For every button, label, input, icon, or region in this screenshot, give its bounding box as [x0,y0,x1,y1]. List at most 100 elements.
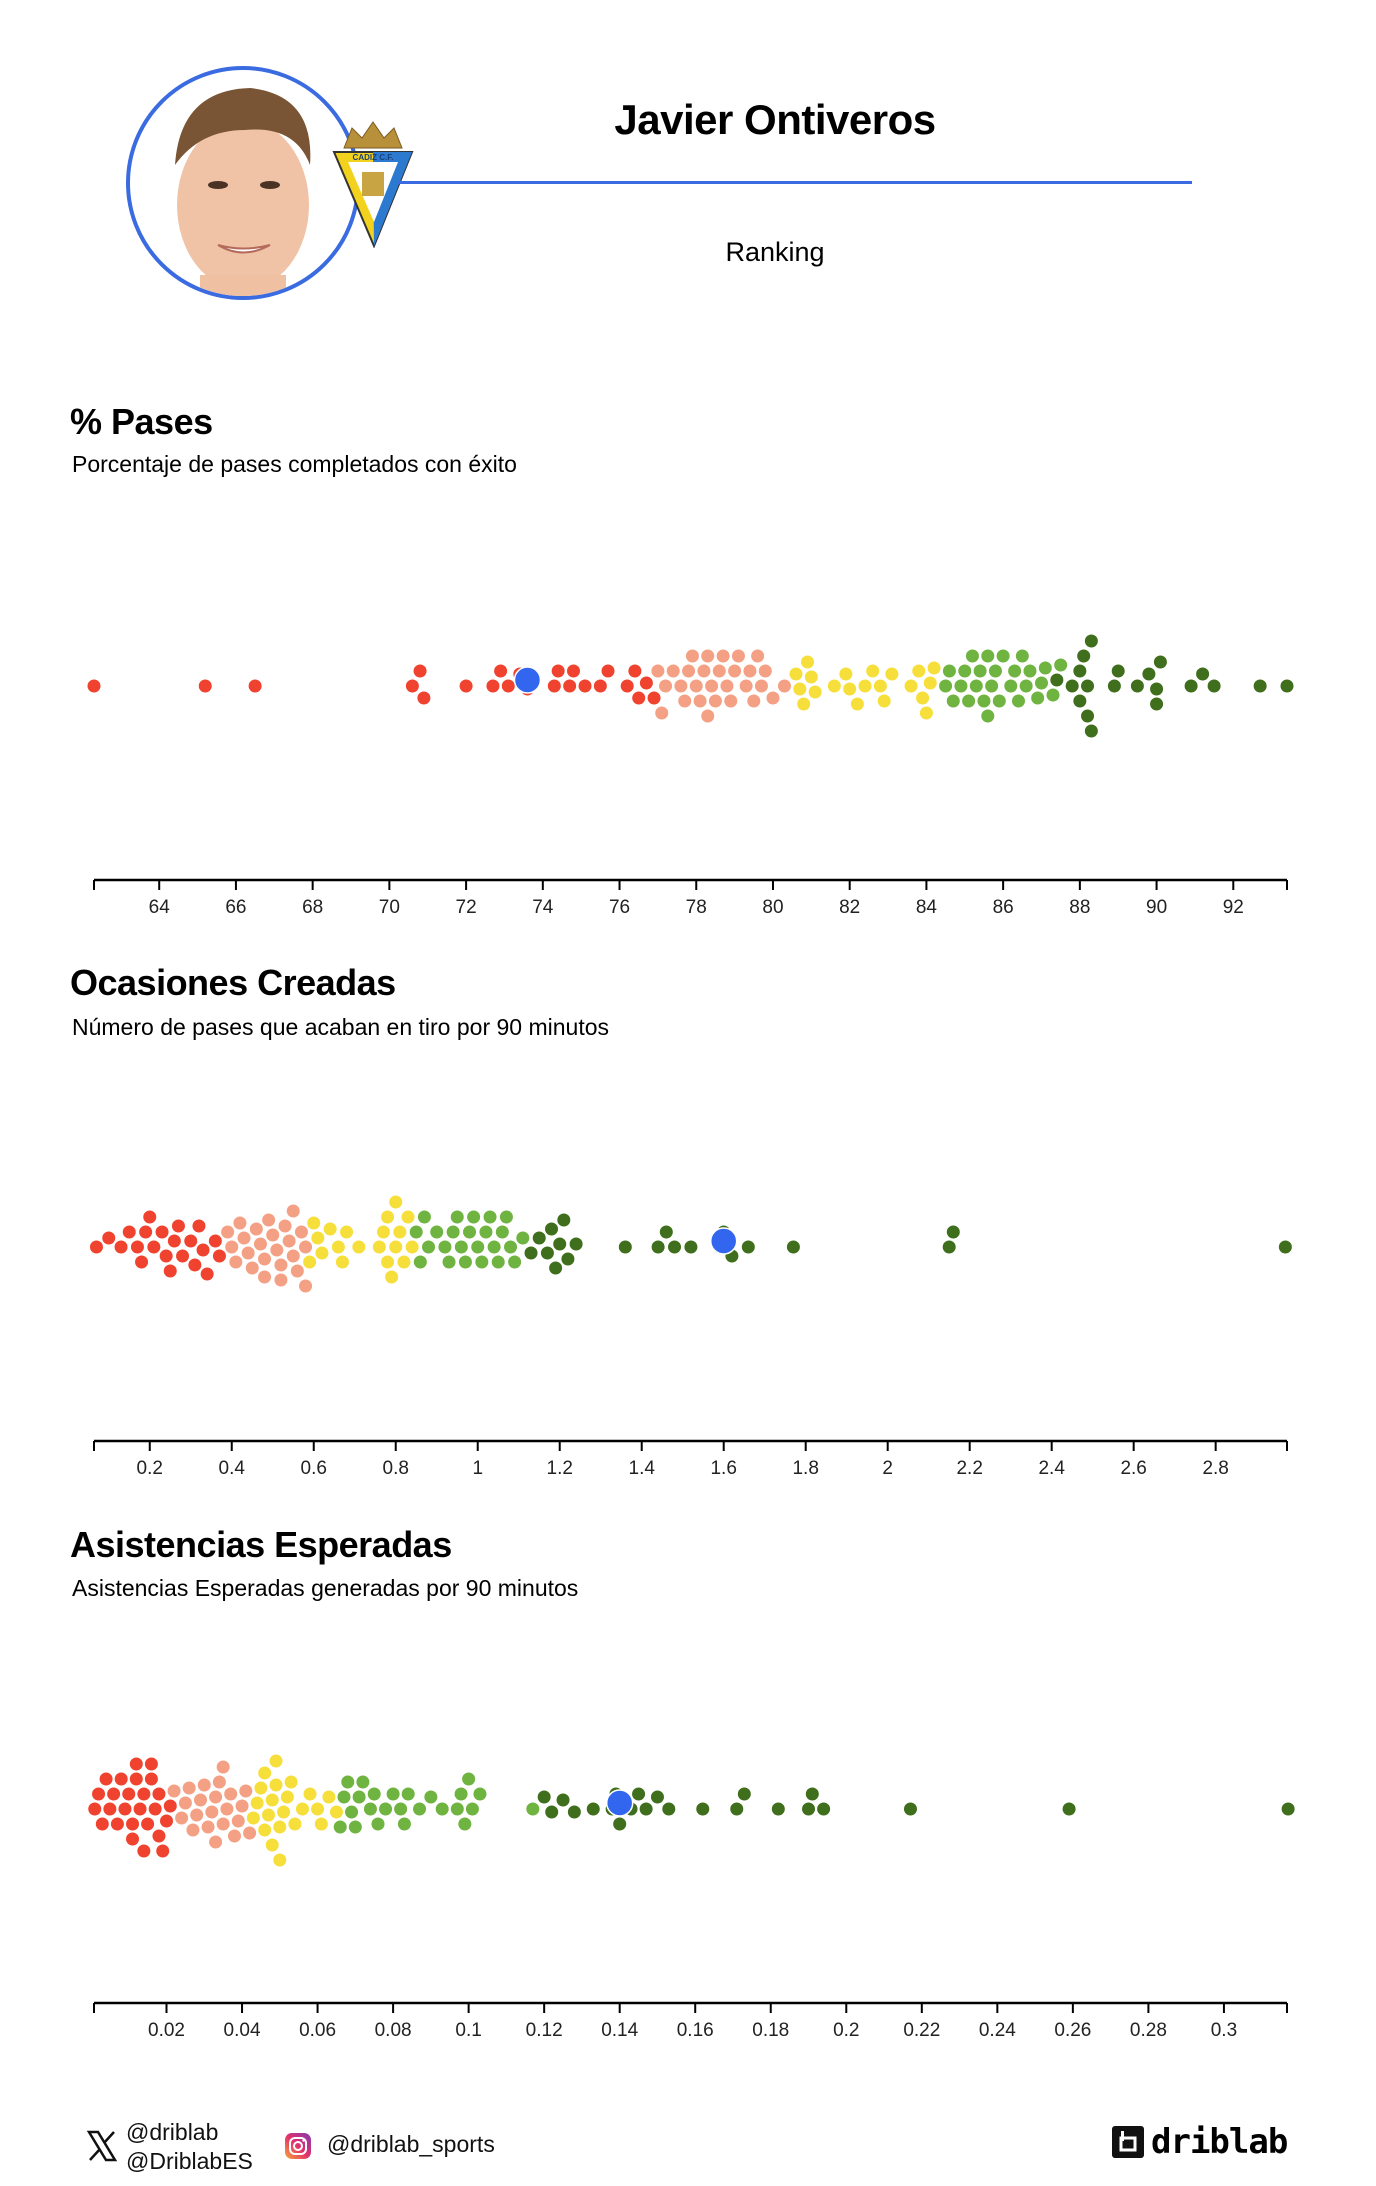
data-point [711,663,727,679]
data-point [972,663,988,679]
data-point [462,1224,478,1240]
data-point [388,1239,404,1255]
data-point [136,1786,152,1802]
data-point [1149,681,1165,697]
data-point [199,1266,215,1282]
data-point [738,678,754,694]
data-point [140,1816,156,1832]
x-tick-label: 0.2 [833,2020,859,2041]
data-point [695,1801,711,1817]
data-point [228,1254,244,1270]
section-title-asistencias: Asistencias Esperadas [70,1524,452,1565]
section-subtitle-pases: Porcentaje de pases completados con éxit… [72,451,517,477]
x-tick-label: 1.6 [710,1458,736,1479]
x-tick-label: 2.8 [1202,1458,1228,1479]
player-face-icon [175,88,311,296]
data-point [876,693,892,709]
data-point [170,1218,186,1234]
x-handle-primary[interactable]: @driblab [126,2119,219,2145]
data-point [903,678,919,694]
data-point [485,678,501,694]
data-point [729,1801,745,1817]
data-point [968,678,984,694]
data-point [244,1260,260,1276]
data-point [1049,672,1065,688]
data-point [385,1786,401,1802]
data-point [799,654,815,670]
data-point [661,1801,677,1817]
data-point [688,678,704,694]
data-point [1141,666,1157,682]
data-point [550,663,566,679]
x-tick-label: 84 [916,897,938,918]
data-point [143,1771,159,1787]
data-point [995,648,1011,664]
data-point [945,693,961,709]
data-point [941,1239,957,1255]
instagram-handle[interactable]: @driblab_sports [327,2131,495,2157]
data-point [742,663,758,679]
data-point [503,1239,519,1255]
data-point [240,1245,256,1261]
data-point [340,1774,356,1790]
data-point [957,663,973,679]
data-point [211,1248,227,1264]
data-point [1083,633,1099,649]
data-point [336,1789,352,1805]
data-point [113,1771,129,1787]
data-point [223,1786,239,1802]
data-point [219,1801,235,1817]
data-point [1252,678,1268,694]
data-point [918,705,934,721]
x-tick-label: 0.3 [1211,2020,1237,2041]
instagram-icon[interactable] [284,2132,312,2160]
data-point [1280,1801,1296,1817]
data-point [215,1759,231,1775]
data-point [238,1783,254,1799]
data-point [1022,663,1038,679]
data-point [555,1792,571,1808]
data-point [268,1777,284,1793]
data-point [408,1224,424,1240]
data-point [159,1813,175,1829]
x-logo-icon[interactable] [86,2130,118,2162]
data-point [423,1789,439,1805]
data-point [807,684,823,700]
data-point [566,1804,582,1820]
data-point [546,678,562,694]
data-point [1195,666,1211,682]
data-point [273,1272,289,1288]
data-point [91,1786,107,1802]
x-tick-label: 1.2 [547,1458,573,1479]
x-tick-label: 64 [149,897,171,918]
data-point [334,1254,350,1270]
data-point [490,1254,506,1270]
x-tick-label: 0.4 [219,1458,246,1479]
data-point [125,1831,141,1847]
data-point [945,1224,961,1240]
data-point [592,678,608,694]
data-point [215,1816,231,1832]
data-point [287,1816,303,1832]
data-point [293,1224,309,1240]
data-point [494,1224,510,1240]
data-point [330,1239,346,1255]
x-handle-secondary[interactable]: @DriblabES [126,2148,253,2174]
data-point [673,678,689,694]
data-point [351,1789,367,1805]
data-point [600,663,616,679]
section-subtitle-ocasiones: Número de pases que acaban en tiro por 9… [72,1014,609,1040]
data-point [991,693,1007,709]
club-crest-text: CADIZ C.F. [353,153,394,162]
data-point [453,1786,469,1802]
data-point [498,1209,514,1225]
data-point [371,1239,387,1255]
section-title-pases: % Pases [70,401,213,442]
data-point [260,1807,276,1823]
data-point [1072,693,1088,709]
data-point [638,1801,654,1817]
data-point [416,1209,432,1225]
club-crest-icon: CADIZ C.F. [332,121,414,248]
data-point [252,1236,268,1252]
x-tick-label: 74 [532,897,554,918]
